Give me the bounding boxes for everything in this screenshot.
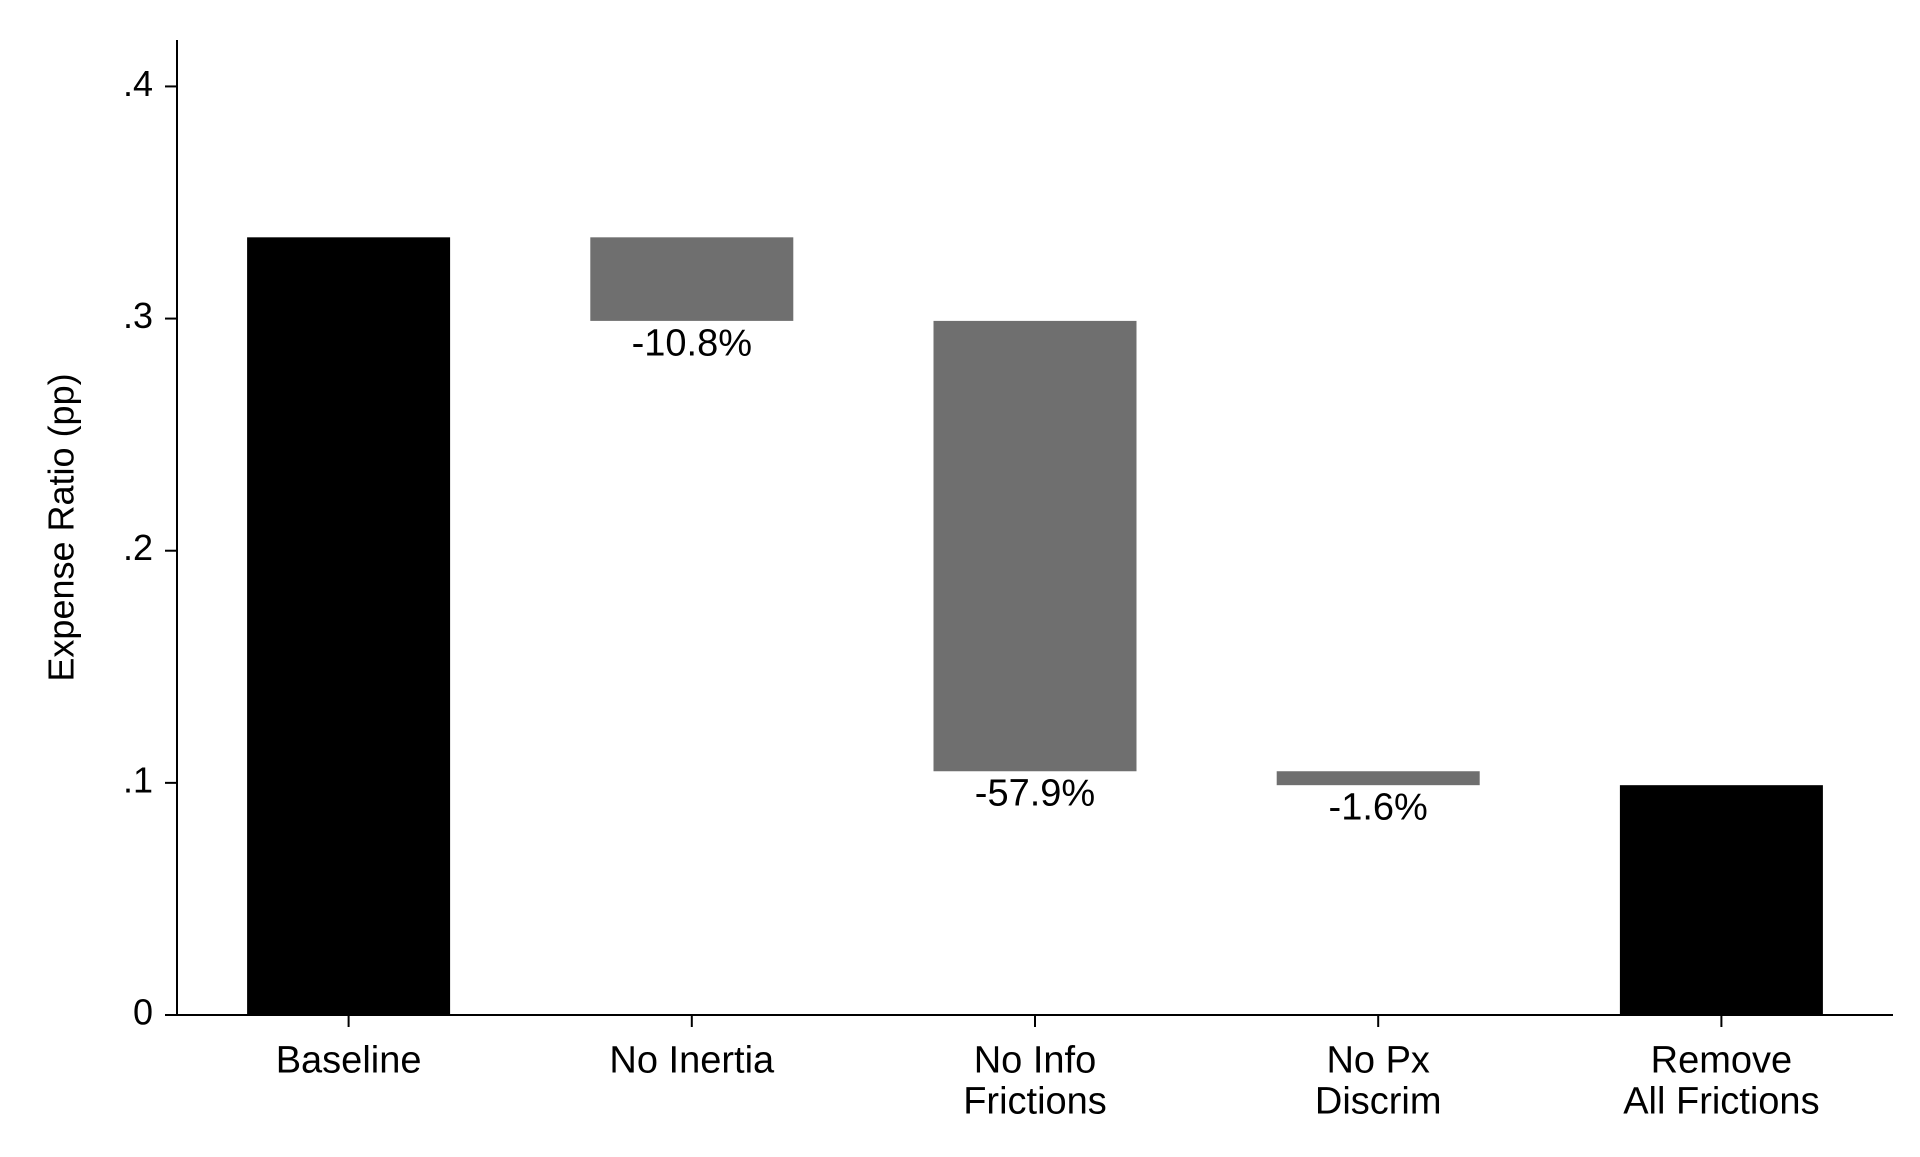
x-tick-label: No Px bbox=[1326, 1039, 1429, 1081]
y-tick-label: .4 bbox=[123, 63, 153, 104]
y-tick-label: .2 bbox=[123, 527, 153, 568]
y-tick-label: 0 bbox=[133, 992, 153, 1033]
bar-no-inertia bbox=[590, 237, 794, 321]
y-axis-title: Expense Ratio (pp) bbox=[41, 373, 82, 681]
data-label: -10.8% bbox=[632, 322, 752, 364]
x-tick-label: Baseline bbox=[276, 1039, 422, 1081]
bar-baseline bbox=[247, 237, 451, 1016]
axes: 0 .1 .2 .3 .4 bbox=[123, 40, 1893, 1033]
x-tick-label: Frictions bbox=[963, 1080, 1107, 1122]
x-tick-label: All Frictions bbox=[1623, 1080, 1819, 1122]
x-tick-label: Discrim bbox=[1315, 1080, 1442, 1122]
x-tick-label: No Inertia bbox=[609, 1039, 775, 1081]
x-tick-label: No Info bbox=[974, 1039, 1097, 1081]
x-tick-label: Remove bbox=[1651, 1039, 1793, 1081]
data-label: -57.9% bbox=[975, 773, 1095, 815]
bar-remove-all-frictions bbox=[1619, 785, 1823, 1015]
y-tick-label: .3 bbox=[123, 295, 153, 336]
bar-no-info-frictions bbox=[933, 320, 1137, 772]
bars bbox=[247, 237, 1823, 1016]
data-label: -1.6% bbox=[1329, 787, 1428, 829]
bar-no-px-discrim bbox=[1276, 771, 1480, 786]
y-tick-label: .1 bbox=[123, 759, 153, 800]
